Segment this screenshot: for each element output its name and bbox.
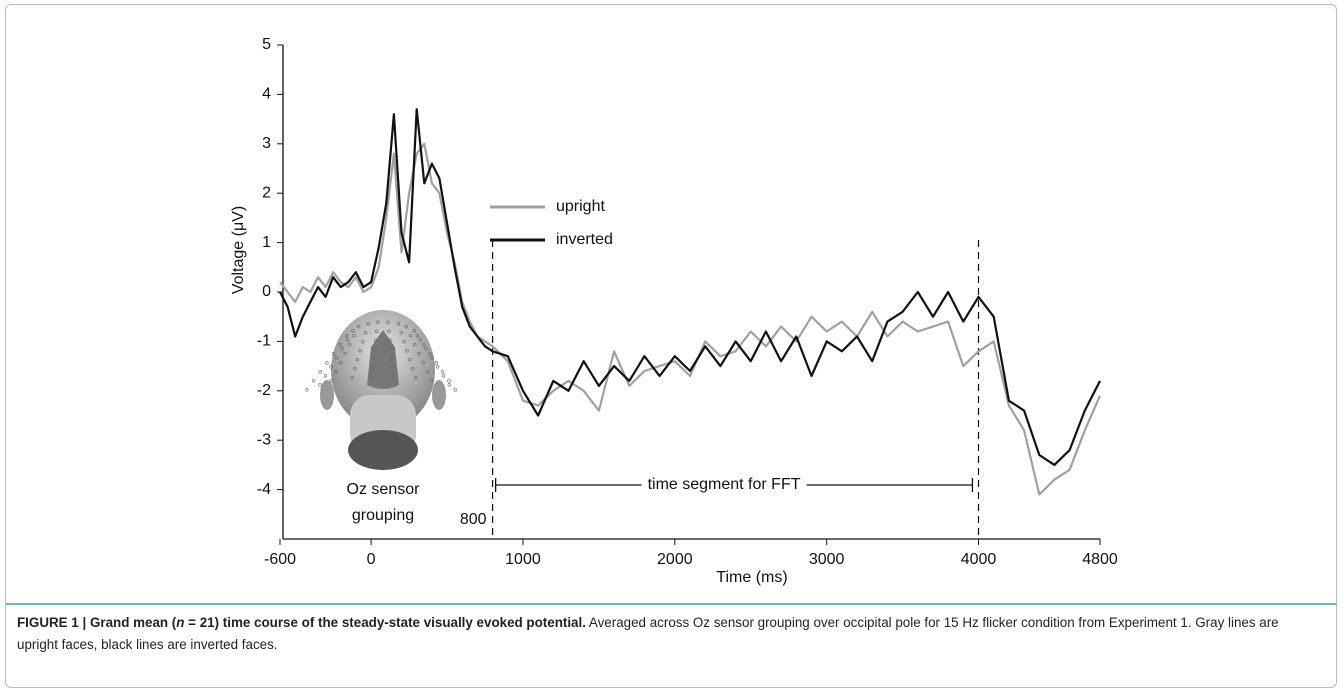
segment-label: time segment for FFT bbox=[648, 476, 801, 493]
y-tick-label: -4 bbox=[257, 481, 271, 498]
y-tick-label: 0 bbox=[262, 283, 271, 300]
sensor-dot bbox=[324, 374, 327, 377]
inset-label: Oz sensor bbox=[347, 481, 421, 498]
y-tick-label: 5 bbox=[262, 36, 271, 53]
sensor-dot bbox=[319, 383, 322, 386]
caption-title-part: = 21) time course of the steady-state vi… bbox=[184, 615, 585, 630]
separator bbox=[6, 603, 1337, 605]
x-axis-label: Time (ms) bbox=[716, 569, 787, 586]
sensor-dot bbox=[441, 370, 444, 373]
sensor-dot bbox=[448, 383, 451, 386]
x-tick-label: 4800 bbox=[1082, 551, 1118, 568]
sensor-dot bbox=[319, 370, 322, 373]
sensor-dot bbox=[448, 379, 451, 382]
legend-label: inverted bbox=[556, 231, 613, 248]
sensor-dot bbox=[435, 361, 438, 364]
sensor-dot bbox=[312, 379, 315, 382]
y-tick-label: -3 bbox=[257, 431, 271, 448]
y-tick-label: 4 bbox=[262, 86, 271, 103]
sensor-dot bbox=[325, 361, 328, 364]
y-tick-label: -1 bbox=[257, 333, 271, 350]
y-axis-label: Voltage (μV) bbox=[230, 206, 247, 294]
reference-label: 800 bbox=[460, 511, 487, 528]
y-tick-label: 3 bbox=[262, 135, 271, 152]
x-tick-label: -600 bbox=[264, 551, 296, 568]
caption-title-part: FIGURE 1 | Grand mean ( bbox=[17, 615, 176, 630]
sensor-dot bbox=[454, 388, 457, 391]
y-tick-label: 2 bbox=[262, 184, 271, 201]
chart: Voltage (μV) Time (ms) Oz sensor groupin… bbox=[0, 0, 1344, 600]
legend-label: upright bbox=[556, 198, 605, 215]
head-inset bbox=[320, 310, 446, 470]
inset-label: grouping bbox=[352, 507, 414, 524]
sensor-dot bbox=[442, 374, 445, 377]
caption: FIGURE 1 | Grand mean (n = 21) time cour… bbox=[17, 612, 1317, 656]
sensor-dot bbox=[306, 388, 309, 391]
y-tick-label: 1 bbox=[262, 234, 271, 251]
y-tick-label: -2 bbox=[257, 382, 271, 399]
caption-title: FIGURE 1 | Grand mean (n = 21) time cour… bbox=[17, 615, 586, 630]
x-tick-label: 2000 bbox=[657, 551, 693, 568]
x-tick-label: 3000 bbox=[809, 551, 845, 568]
x-tick-label: 1000 bbox=[505, 551, 541, 568]
x-tick-label: 4000 bbox=[961, 551, 997, 568]
page: Voltage (μV) Time (ms) Oz sensor groupin… bbox=[0, 0, 1344, 693]
x-tick-label: 0 bbox=[367, 551, 376, 568]
sensor-dot bbox=[436, 365, 439, 368]
